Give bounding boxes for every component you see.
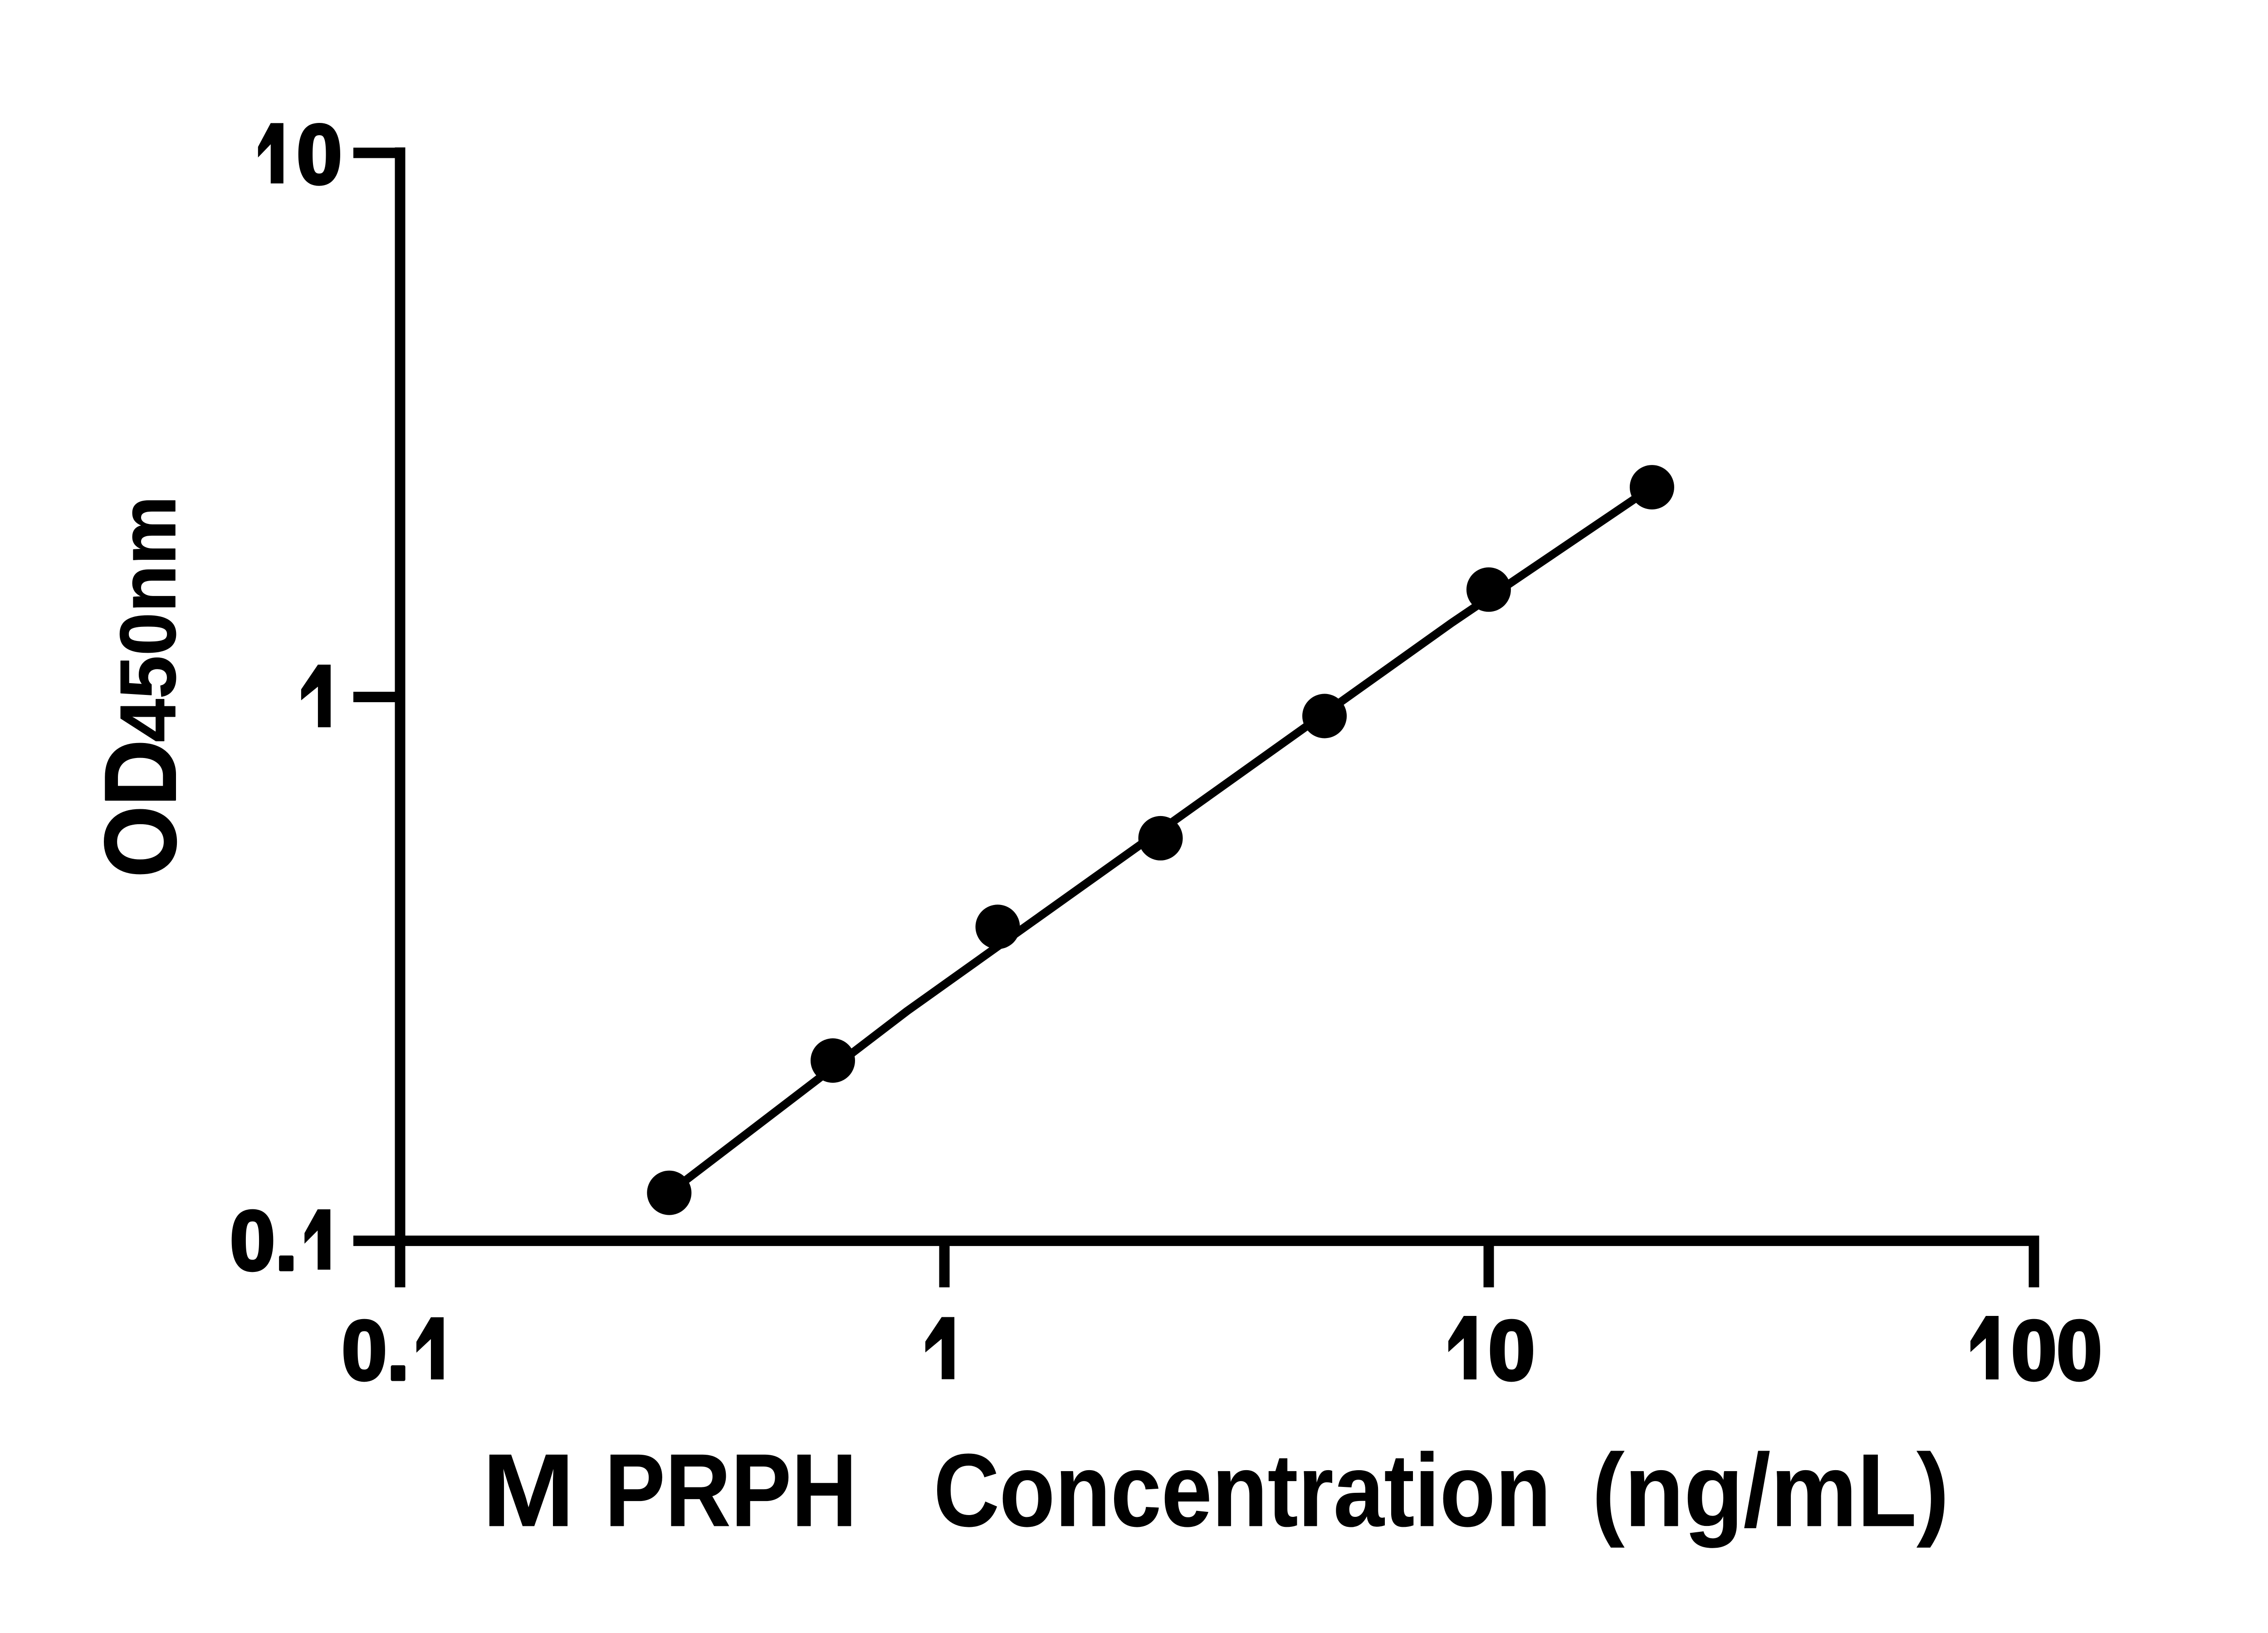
svg-text:PRPH: PRPH (605, 1433, 857, 1548)
svg-text:M: M (482, 1433, 575, 1548)
svg-text:0.: 0. (342, 1304, 410, 1398)
svg-text:(ng/mL): (ng/mL) (1592, 1433, 1949, 1548)
svg-text:450nm: 450nm (103, 496, 192, 742)
svg-text:OD: OD (84, 740, 197, 877)
svg-text:0: 0 (1488, 1304, 1535, 1398)
svg-text:0.: 0. (230, 1194, 298, 1288)
svg-text:Concentration: Concentration (934, 1433, 1551, 1548)
svg-text:0: 0 (297, 108, 342, 201)
svg-text:00: 00 (2011, 1304, 2102, 1398)
